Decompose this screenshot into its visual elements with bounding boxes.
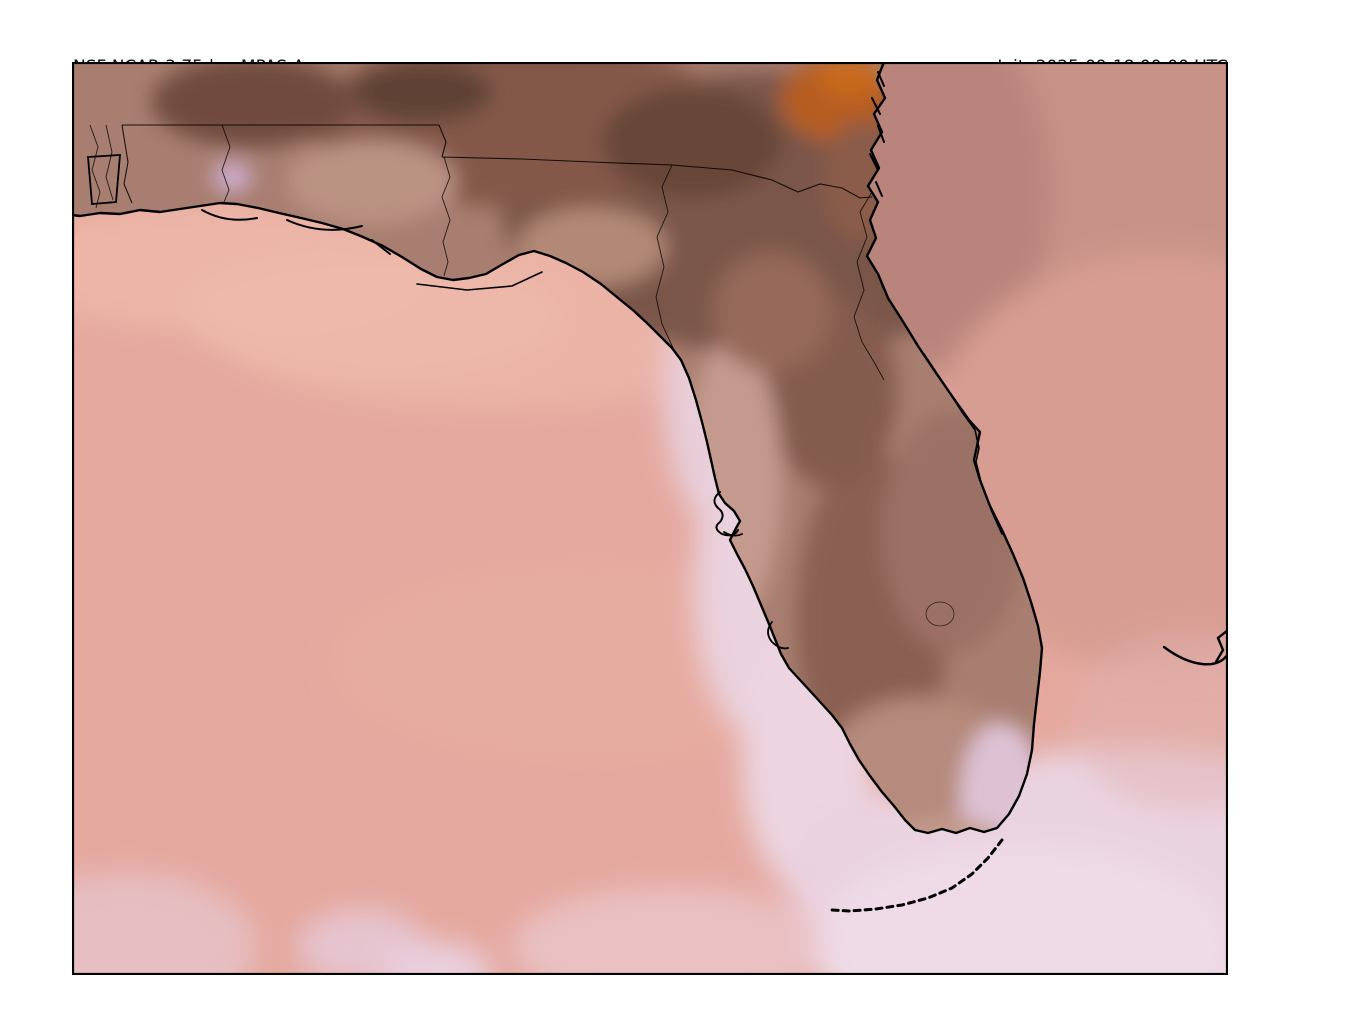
coastline xyxy=(72,62,1044,835)
state-boundaries xyxy=(121,124,873,204)
bahama-islands xyxy=(1162,628,1228,666)
rivers xyxy=(89,124,885,381)
florida-keys xyxy=(830,838,1004,913)
map-border xyxy=(72,62,1228,975)
colorbar xyxy=(1248,288,1360,763)
map-canvas xyxy=(72,62,1228,975)
temperature-field xyxy=(72,62,1228,975)
bays-and-islands xyxy=(87,71,1003,650)
